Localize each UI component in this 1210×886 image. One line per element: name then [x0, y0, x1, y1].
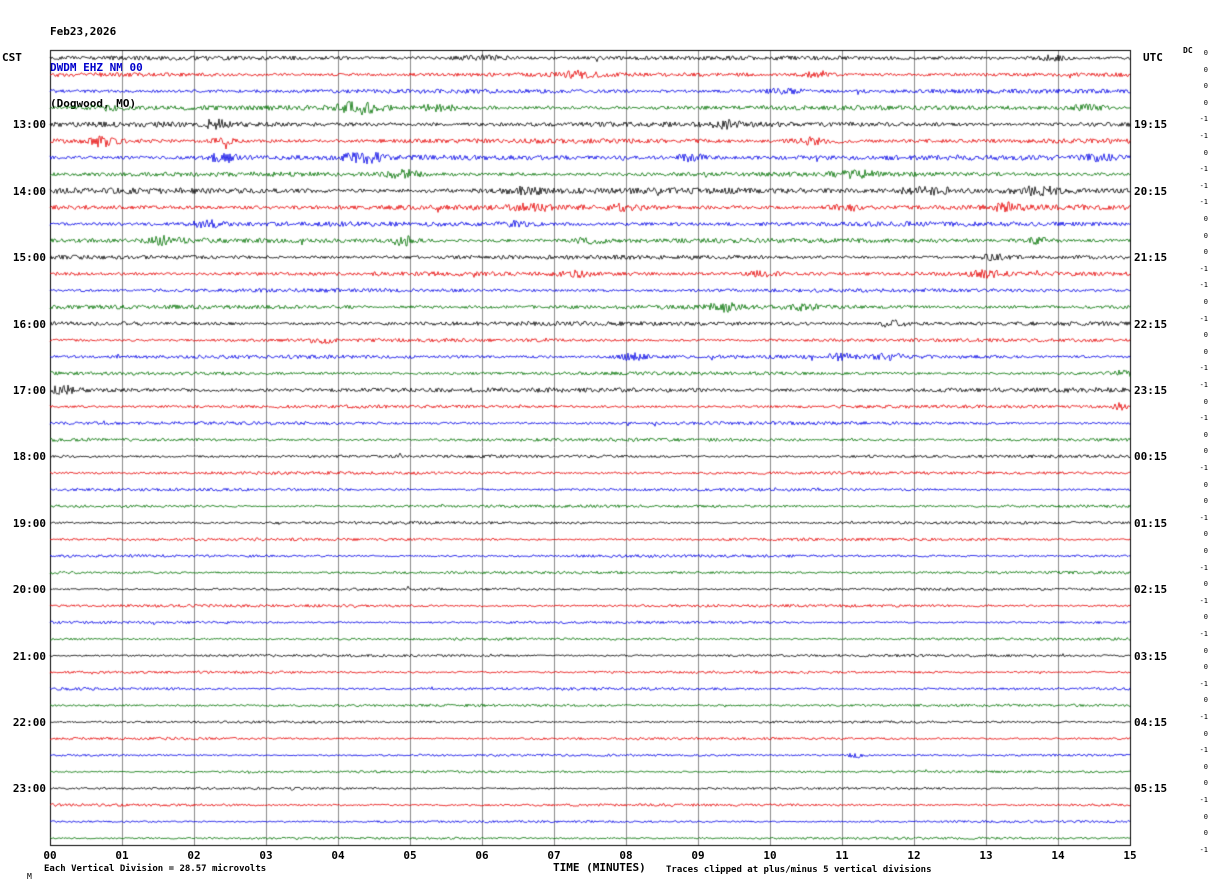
dc-offset-value: -1 — [1199, 165, 1208, 174]
dc-offset-value: -1 — [1199, 563, 1208, 572]
dc-offset-value: -1 — [1199, 513, 1208, 522]
dc-offset-value: 0 — [1203, 812, 1208, 821]
hour-label-utc: 00:15 — [1134, 450, 1168, 464]
hour-label-cst: 20:00 — [12, 583, 46, 597]
minute-tick-label: 12 — [907, 849, 921, 862]
dc-offset-value: -1 — [1199, 746, 1208, 755]
minute-tick-label: 07 — [547, 849, 561, 862]
hour-label-cst: 19:00 — [12, 516, 46, 530]
dc-offset-value: 0 — [1203, 447, 1208, 456]
dc-offset-value: 0 — [1203, 547, 1208, 555]
logo-mark: M — [27, 872, 32, 881]
minute-tick-label: 13 — [979, 849, 993, 862]
dc-offset-value: 0 — [1203, 231, 1208, 240]
minute-tick-label: 08 — [619, 849, 633, 862]
dc-offset-value: 0 — [1203, 148, 1208, 157]
hour-label-cst: 22:00 — [12, 716, 46, 729]
hour-label-utc: 04:15 — [1134, 716, 1168, 729]
dc-offset-value: 0 — [1203, 530, 1208, 539]
dc-offset-value: 0 — [1203, 82, 1208, 91]
dc-offset-value: -1 — [1199, 364, 1208, 373]
hour-label-cst: 14:00 — [12, 184, 46, 198]
dc-offset-value: 0 — [1203, 497, 1208, 506]
minute-tick-label: 02 — [187, 849, 201, 862]
dc-offset-value: -1 — [1199, 181, 1208, 190]
dc-offset-value: 0 — [1203, 98, 1208, 107]
dc-offset-value: 0 — [1203, 215, 1208, 223]
minute-tick-label: 11 — [835, 849, 849, 862]
minute-tick-label: 03 — [259, 849, 273, 862]
dc-offset-value: -1 — [1199, 381, 1208, 389]
hour-label-utc: 02:15 — [1134, 583, 1168, 597]
minute-tick-label: 15 — [1123, 849, 1137, 862]
hour-label-cst: 18:00 — [12, 450, 46, 464]
minute-tick-label: 05 — [403, 849, 417, 862]
hour-label-utc: 05:15 — [1134, 782, 1168, 796]
dc-offset-value: 0 — [1203, 829, 1208, 838]
dc-offset-value: -1 — [1199, 679, 1208, 688]
minute-tick-label: 00 — [43, 849, 57, 862]
dc-offset-value: 0 — [1203, 347, 1208, 356]
dc-offset-value: -1 — [1199, 198, 1208, 207]
dc-offset-value: 0 — [1203, 729, 1208, 738]
dc-offset-value: 0 — [1203, 248, 1208, 257]
dc-offset-value: 0 — [1203, 663, 1208, 672]
dc-offset-value: -1 — [1199, 314, 1208, 323]
dc-offset-value: 0 — [1203, 65, 1208, 74]
minute-tick-label: 10 — [763, 849, 777, 862]
dc-offset-value: 0 — [1203, 613, 1208, 622]
dc-offset-value: 0 — [1203, 49, 1208, 57]
hour-label-cst: 15:00 — [12, 251, 46, 265]
hour-label-cst: 13:00 — [12, 118, 46, 132]
dc-offset-value: -1 — [1199, 132, 1208, 140]
minute-tick-label: 06 — [475, 849, 489, 862]
dc-offset-value: 0 — [1203, 430, 1208, 439]
dc-offset-value: -1 — [1199, 796, 1208, 804]
dc-offset-value: -1 — [1199, 596, 1208, 605]
hour-label-utc: 19:15 — [1134, 118, 1168, 132]
minute-tick-label: 09 — [691, 849, 705, 862]
hour-label-cst: 21:00 — [12, 649, 46, 663]
dc-offset-value: -1 — [1199, 464, 1208, 472]
scale-note: Each Vertical Division = 28.57 microvolt… — [44, 864, 267, 874]
dc-offset-value: -1 — [1199, 414, 1208, 423]
dc-offset-value: -1 — [1199, 264, 1208, 273]
minute-tick-label: 01 — [115, 849, 129, 862]
dc-offset-value: 0 — [1203, 580, 1208, 589]
hour-label-utc: 21:15 — [1134, 251, 1168, 265]
dc-offset-value: 0 — [1203, 480, 1208, 489]
hour-label-utc: 22:15 — [1134, 317, 1168, 331]
dc-offset-value: -1 — [1199, 713, 1208, 721]
dc-offset-value: -1 — [1199, 115, 1208, 124]
dc-offset-value: -1 — [1199, 281, 1208, 290]
clip-note: Traces clipped at plus/minus 5 vertical … — [666, 865, 932, 875]
hour-label-cst: 16:00 — [12, 317, 46, 331]
hour-label-utc: 23:15 — [1134, 384, 1168, 397]
hour-label-utc: 20:15 — [1134, 184, 1168, 198]
dc-offset-value: -1 — [1199, 630, 1208, 638]
hour-label-utc: 01:15 — [1134, 516, 1168, 530]
dc-offset-value: 0 — [1203, 762, 1208, 771]
hour-label-utc: 03:15 — [1134, 649, 1168, 663]
minute-tick-label: 04 — [331, 849, 345, 862]
dc-offset-value: 0 — [1203, 397, 1208, 406]
dc-offset-value: 0 — [1203, 696, 1208, 705]
dc-offset-value: 0 — [1203, 646, 1208, 655]
dc-offset-value: 0 — [1203, 779, 1208, 788]
dc-offset-value: -1 — [1199, 845, 1208, 854]
dc-offset-value: 0 — [1203, 298, 1208, 306]
minute-tick-label: 14 — [1051, 849, 1065, 862]
hour-label-cst: 17:00 — [12, 384, 46, 397]
x-axis-title: TIME (MINUTES) — [553, 861, 646, 874]
dc-offset-value: 0 — [1203, 331, 1208, 340]
hour-label-cst: 23:00 — [12, 782, 46, 796]
